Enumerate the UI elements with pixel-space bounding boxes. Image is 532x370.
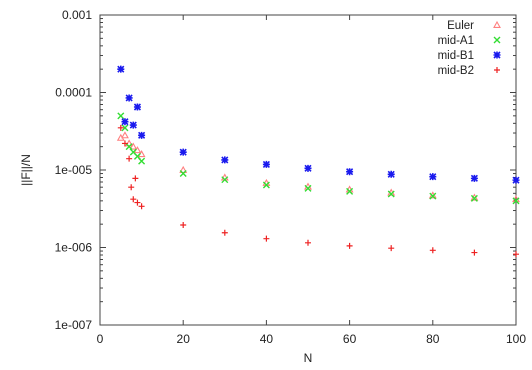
data-point bbox=[346, 187, 354, 195]
series-mid-a1 bbox=[117, 112, 520, 205]
data-point bbox=[117, 124, 124, 131]
data-point bbox=[138, 131, 146, 139]
data-point bbox=[262, 181, 270, 189]
data-point bbox=[126, 155, 133, 162]
data-point bbox=[117, 65, 125, 73]
data-point bbox=[262, 160, 270, 168]
data-point bbox=[263, 235, 270, 242]
legend-item: Euler bbox=[447, 20, 501, 32]
data-point bbox=[180, 222, 187, 229]
data-point bbox=[221, 176, 229, 184]
data-point bbox=[121, 131, 129, 139]
y-axis-label: ||F||/N bbox=[19, 154, 33, 186]
series-euler bbox=[116, 131, 520, 203]
data-point bbox=[471, 249, 478, 256]
data-point bbox=[129, 142, 138, 150]
data-point bbox=[130, 196, 137, 203]
data-point bbox=[121, 140, 128, 147]
x-axis-ticks: 0 20 40 60 80 100 bbox=[97, 15, 526, 346]
x-tick-label: 20 bbox=[177, 332, 191, 346]
data-point bbox=[305, 239, 311, 246]
data-point bbox=[179, 165, 188, 173]
data-point bbox=[138, 157, 146, 165]
data-point bbox=[117, 112, 125, 120]
legend-item: mid-A1 bbox=[438, 35, 501, 47]
x-tick-label: 60 bbox=[343, 332, 357, 346]
data-point bbox=[138, 203, 145, 210]
x-axis-label: N bbox=[304, 351, 313, 365]
data-point bbox=[346, 168, 354, 176]
data-point bbox=[132, 175, 139, 182]
data-point bbox=[512, 197, 520, 205]
series-mid-b1 bbox=[117, 65, 520, 184]
x-tick-label: 100 bbox=[506, 332, 526, 346]
data-point bbox=[121, 124, 129, 132]
data-point bbox=[221, 229, 228, 236]
data-point bbox=[134, 199, 141, 206]
data-point bbox=[128, 184, 135, 191]
legend-marker bbox=[493, 36, 501, 44]
data-point bbox=[129, 121, 137, 129]
data-point bbox=[429, 247, 436, 254]
legend-label: mid-B1 bbox=[438, 50, 474, 62]
legend-label: mid-B2 bbox=[438, 65, 474, 77]
y-tick-label: 0.001 bbox=[62, 8, 92, 22]
y-tick-label: 1e-007 bbox=[55, 318, 93, 332]
legend-label: mid-A1 bbox=[438, 35, 474, 47]
y-axis-ticks: 1e-007 1e-006 1e-005 0.0001 0.001 bbox=[55, 8, 516, 332]
data-point bbox=[429, 173, 437, 181]
data-point bbox=[470, 194, 478, 202]
data-point bbox=[346, 242, 353, 249]
data-point bbox=[429, 192, 437, 200]
data-point bbox=[512, 176, 520, 184]
data-point bbox=[133, 103, 142, 111]
legend-marker bbox=[494, 67, 500, 73]
data-points bbox=[116, 65, 520, 258]
data-point bbox=[387, 170, 395, 178]
legend-marker bbox=[493, 20, 501, 28]
data-point bbox=[388, 245, 395, 252]
data-point bbox=[221, 156, 229, 164]
legend: Euler mid-A1 mid-B1 mid-B2 bbox=[438, 20, 501, 77]
data-point bbox=[121, 118, 129, 126]
data-point bbox=[125, 143, 133, 151]
legend-label: Euler bbox=[447, 20, 474, 32]
y-tick-label: 1e-006 bbox=[55, 241, 93, 255]
series-mid-b2 bbox=[117, 124, 519, 258]
data-point bbox=[304, 184, 312, 192]
y-tick-label: 0.0001 bbox=[55, 86, 92, 100]
x-tick-label: 0 bbox=[97, 332, 104, 346]
y-tick-label: 1e-005 bbox=[55, 163, 93, 177]
data-point bbox=[387, 190, 395, 198]
data-point bbox=[513, 251, 519, 258]
data-point bbox=[125, 94, 133, 102]
x-tick-label: 40 bbox=[260, 332, 274, 346]
data-point bbox=[179, 170, 187, 178]
x-tick-label: 80 bbox=[426, 332, 440, 346]
data-point bbox=[304, 164, 312, 172]
data-point bbox=[179, 148, 187, 156]
legend-item: mid-B1 bbox=[438, 50, 501, 62]
legend-marker bbox=[493, 51, 501, 59]
data-point bbox=[470, 174, 478, 182]
legend-item: mid-B2 bbox=[438, 65, 500, 77]
